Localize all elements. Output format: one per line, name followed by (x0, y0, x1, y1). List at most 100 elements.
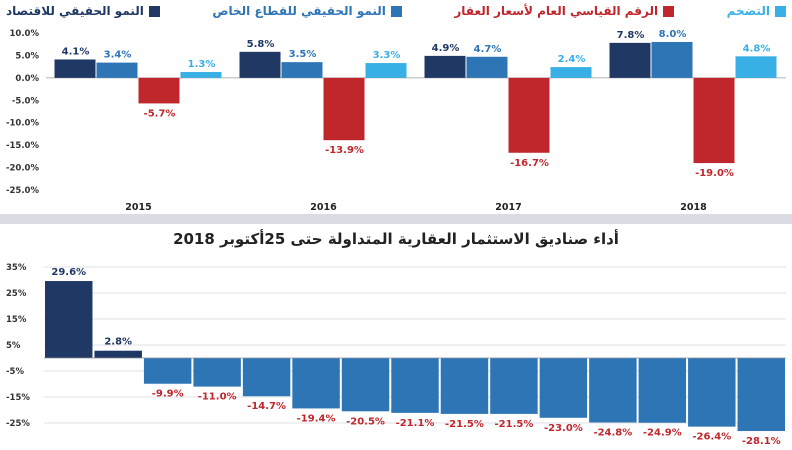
top-bar-value-label: -13.9% (325, 145, 364, 156)
legend-label-private-sector-growth: النمو الحقيقي للقطاع الخاص (212, 4, 386, 18)
bottom-bar (638, 358, 687, 423)
top-bar-value-label: 4.8% (743, 43, 771, 54)
top-bar (550, 67, 592, 78)
top-bar-value-label: 3.3% (373, 50, 401, 61)
top-bar-value-label: 3.4% (104, 50, 132, 61)
legend-label-inflation: التضخم (726, 4, 770, 18)
top-ytick-label: 0.0% (15, 74, 39, 84)
bottom-bar (539, 358, 588, 418)
top-category-label: 2017 (495, 202, 521, 213)
top-bar-value-label: -16.7% (510, 158, 549, 169)
legend-swatch-real-economy-growth (148, 5, 160, 17)
bottom-bar (45, 281, 93, 358)
top-bar-value-label: 4.9% (432, 43, 460, 54)
top-ytick-label: -15.0% (6, 141, 39, 151)
bottom-bar-value-label: -11.0% (198, 392, 237, 403)
bottom-ytick-label: -5% (6, 367, 24, 377)
bottom-bar-value-label: -21.5% (445, 419, 484, 430)
bottom-bar-value-label: -14.7% (247, 401, 286, 412)
bottom-ytick-label: -15% (6, 393, 30, 403)
top-chart-panel: النمو الحقيقي للاقتصاد النمو الحقيقي للق… (0, 0, 792, 214)
bottom-bar (341, 358, 390, 412)
top-ytick-label: -20.0% (6, 164, 39, 174)
bottom-bar-value-label: -20.5% (346, 416, 385, 427)
top-bar (365, 63, 407, 78)
bottom-bar (440, 358, 489, 414)
legend-item-real-economy-growth: النمو الحقيقي للاقتصاد (6, 4, 160, 18)
bottom-bar (94, 350, 142, 358)
top-bar (651, 41, 693, 78)
legend-item-real-estate-price-index: الرقم القياسي العام لأسعار العقار (454, 4, 675, 18)
top-bar-value-label: 7.8% (617, 30, 645, 41)
top-category-label: 2016 (310, 202, 337, 213)
bottom-chart-panel: أداء صناديق الاستثمار العقارية المتداولة… (0, 224, 792, 447)
bottom-ytick-label: 25% (6, 289, 27, 299)
bottom-bar-value-label: -24.9% (643, 428, 682, 439)
top-bar (281, 62, 323, 78)
top-chart-legend: النمو الحقيقي للاقتصاد النمو الحقيقي للق… (6, 4, 786, 18)
top-bar (609, 42, 651, 78)
top-bar (138, 77, 180, 104)
legend-item-private-sector-growth: النمو الحقيقي للقطاع الخاص (212, 4, 402, 18)
bottom-bar-value-label: -24.8% (593, 427, 632, 438)
bottom-ytick-label: -25% (6, 419, 30, 429)
bottom-bar-value-label: -23.0% (544, 423, 583, 434)
bottom-bar (737, 358, 785, 432)
bottom-bar (391, 358, 439, 413)
bottom-bar (242, 358, 291, 397)
bottom-ytick-label: 35% (6, 263, 27, 273)
legend-item-inflation: التضخم (727, 4, 786, 18)
bottom-bar-value-label: -9.9% (152, 389, 184, 400)
top-bar-value-label: 2.4% (558, 54, 586, 65)
bottom-chart-title: أداء صناديق الاستثمار العقارية المتداولة… (173, 230, 619, 248)
panel-divider (0, 214, 792, 224)
legend-label-real-estate-price-index: الرقم القياسي العام لأسعار العقار (454, 4, 659, 18)
top-ytick-label: -5.0% (12, 96, 40, 106)
top-bar-value-label: 1.3% (188, 59, 216, 70)
bottom-bar (490, 358, 538, 414)
top-bar-value-label: -19.0% (695, 168, 734, 179)
bottom-bar-value-label: -19.4% (297, 413, 336, 424)
bottom-bar-value-label: -28.1% (742, 436, 781, 446)
top-ytick-label: -25.0% (6, 186, 39, 196)
top-bar-chart: 10.0% 5.0% 0.0% -5.0% -10.0% -15.0% -20.0% -25.… (6, 29, 786, 213)
bottom-bar (688, 358, 736, 427)
legend-swatch-private-sector-growth (390, 5, 402, 17)
top-bar (735, 56, 777, 78)
top-bar (424, 55, 466, 78)
top-bar-value-label: 8.0% (659, 29, 687, 40)
top-bar (180, 72, 222, 78)
bottom-ytick-label: 15% (6, 315, 27, 325)
top-bar (693, 77, 735, 164)
legend-swatch-real-estate-price-index (663, 5, 675, 17)
top-bar (96, 62, 138, 78)
top-bar (323, 77, 365, 141)
legend-label-real-economy-growth: النمو الحقيقي للاقتصاد (6, 4, 144, 18)
top-bar (508, 77, 550, 153)
bottom-bar-value-label: -21.5% (495, 419, 534, 430)
top-ytick-label: 10.0% (10, 29, 40, 39)
bottom-bar (292, 358, 340, 409)
bottom-bar (193, 358, 241, 387)
top-bar (54, 59, 96, 78)
top-bar-value-label: 4.1% (62, 46, 90, 57)
bottom-bar-chart: 35% 25% 15% 5% -5% -15% -25% 29.6% 2.8% -9.9% -11.… (6, 263, 786, 447)
top-bar-value-label: -5.7% (144, 108, 176, 119)
top-ytick-label: -10.0% (6, 119, 39, 129)
top-ytick-label: 5.0% (15, 51, 39, 61)
bottom-bar (143, 358, 192, 384)
top-bar-value-label: 4.7% (474, 44, 502, 55)
legend-swatch-inflation (775, 5, 786, 17)
top-bar-value-label: 5.8% (247, 39, 275, 50)
top-bar-value-label: 3.5% (289, 49, 317, 60)
bottom-bar-value-label: -26.4% (692, 432, 731, 443)
bottom-bar (589, 358, 637, 423)
top-category-label: 2018 (680, 202, 707, 213)
bottom-bar-value-label: -21.1% (396, 418, 435, 429)
top-category-label: 2015 (125, 202, 151, 213)
top-bar (239, 51, 281, 78)
top-bar (466, 56, 508, 78)
bottom-bar-value-label: 29.6% (51, 267, 86, 278)
bottom-bar-value-label: 2.8% (104, 337, 132, 348)
